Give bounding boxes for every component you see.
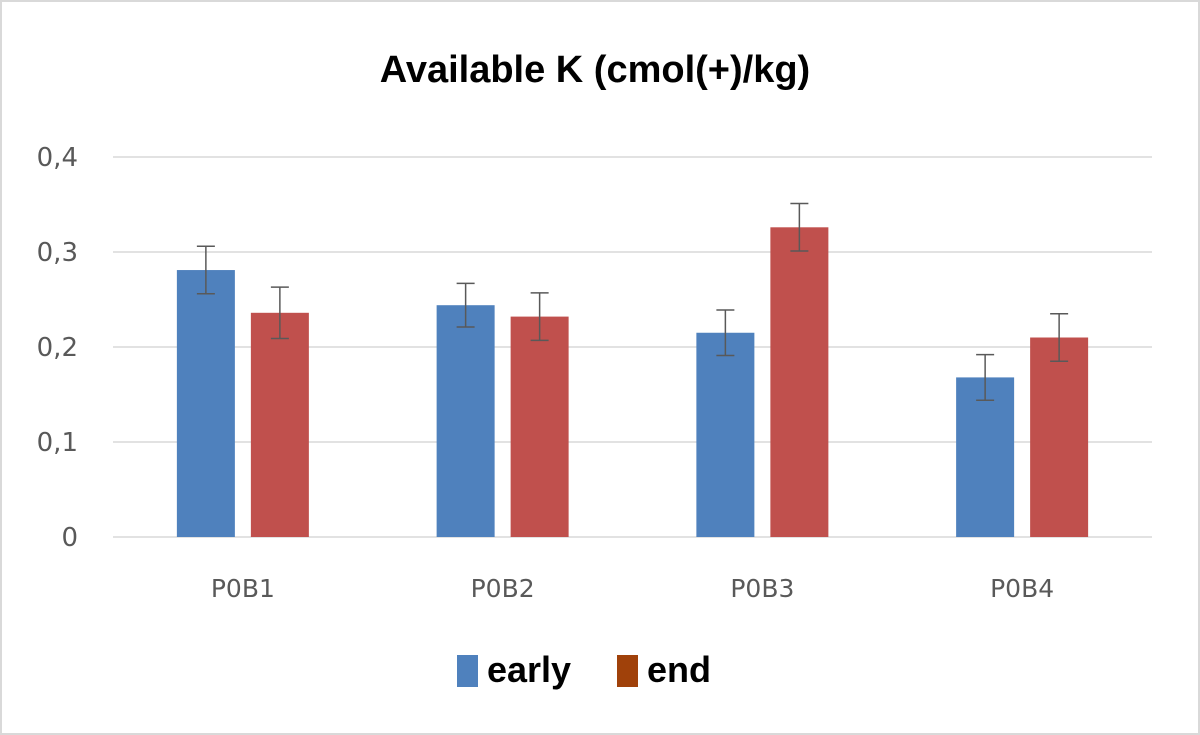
x-tick-label: P0B3: [730, 574, 794, 603]
y-axis-tick-labels: 0 0,1 0,2 0,3 0,4: [37, 143, 78, 553]
y-tick-label: 0,1: [37, 428, 78, 458]
bars: [176, 227, 1089, 538]
legend-label-early: early: [487, 649, 571, 690]
bar-end: [510, 316, 569, 537]
x-axis-tick-labels: P0B1 P0B2 P0B3 P0B4: [211, 574, 1054, 603]
legend-swatch-early: [457, 655, 478, 687]
bar-early: [436, 305, 495, 537]
y-tick-label: 0,4: [37, 143, 78, 173]
x-tick-label: P0B4: [990, 574, 1054, 603]
y-tick-label: 0,3: [37, 238, 78, 268]
error-bars: [196, 202, 1069, 401]
x-tick-label: P0B1: [211, 574, 275, 603]
chart-title: Available K (cmol(+)/kg): [380, 49, 810, 91]
bar-end: [1030, 337, 1089, 537]
bar-end: [770, 227, 829, 538]
bar-early: [696, 332, 755, 537]
x-tick-label: P0B2: [471, 574, 535, 603]
y-tick-label: 0,2: [37, 333, 78, 363]
legend-label-end: end: [647, 649, 711, 690]
legend: early end: [457, 649, 711, 690]
legend-swatch-end: [617, 655, 638, 687]
y-tick-label: 0: [61, 523, 78, 553]
bar-end: [250, 312, 309, 537]
bar-early: [956, 377, 1015, 537]
bar-early: [176, 270, 235, 537]
